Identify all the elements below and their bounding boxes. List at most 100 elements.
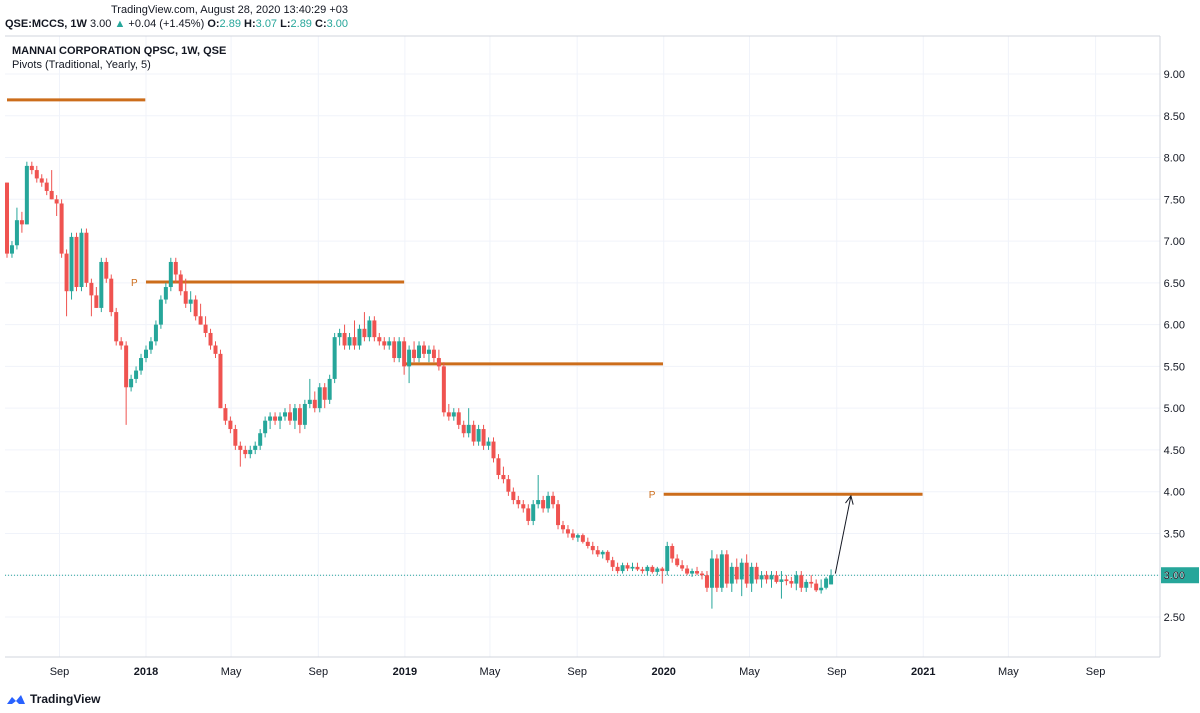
candle-body[interactable] bbox=[744, 562, 749, 584]
candle-body[interactable] bbox=[253, 445, 258, 450]
candle-body[interactable] bbox=[49, 190, 54, 200]
candle-body[interactable] bbox=[218, 353, 223, 409]
candle-body[interactable] bbox=[580, 535, 585, 542]
arrow-head[interactable] bbox=[845, 494, 854, 505]
candle-body[interactable] bbox=[511, 491, 516, 501]
candle-body[interactable] bbox=[114, 312, 119, 342]
candle-body[interactable] bbox=[352, 337, 357, 346]
candle-body[interactable] bbox=[625, 565, 630, 569]
candle-body[interactable] bbox=[754, 566, 759, 580]
candle-body[interactable] bbox=[64, 253, 69, 292]
candle-body[interactable] bbox=[446, 412, 451, 417]
candle-body[interactable] bbox=[630, 566, 635, 569]
candles[interactable] bbox=[5, 161, 834, 609]
candle-body[interactable] bbox=[317, 387, 322, 409]
candle-body[interactable] bbox=[729, 566, 734, 584]
candle-body[interactable] bbox=[412, 349, 417, 359]
candle-body[interactable] bbox=[421, 345, 426, 354]
candle-body[interactable] bbox=[466, 424, 471, 434]
candle-body[interactable] bbox=[59, 203, 64, 254]
candle-body[interactable] bbox=[198, 316, 203, 325]
candle-body[interactable] bbox=[650, 566, 655, 572]
candle-body[interactable] bbox=[14, 220, 19, 246]
candle-body[interactable] bbox=[417, 345, 422, 359]
candle-body[interactable] bbox=[719, 554, 724, 588]
candle-body[interactable] bbox=[605, 551, 610, 561]
candle-body[interactable] bbox=[124, 345, 129, 388]
candle-body[interactable] bbox=[287, 412, 292, 421]
candle-body[interactable] bbox=[471, 424, 476, 442]
candle-body[interactable] bbox=[794, 575, 799, 584]
candle-body[interactable] bbox=[367, 320, 372, 338]
candle-body[interactable] bbox=[476, 429, 481, 442]
candle-body[interactable] bbox=[610, 560, 615, 567]
candle-body[interactable] bbox=[734, 566, 739, 580]
candle-body[interactable] bbox=[595, 550, 600, 555]
candle-body[interactable] bbox=[704, 575, 709, 588]
candle-body[interactable] bbox=[5, 182, 9, 254]
candle-body[interactable] bbox=[312, 399, 317, 409]
candle-body[interactable] bbox=[660, 568, 665, 572]
candle-body[interactable] bbox=[302, 403, 307, 425]
candle-body[interactable] bbox=[814, 583, 819, 591]
candle-body[interactable] bbox=[491, 441, 496, 459]
candle-body[interactable] bbox=[297, 408, 302, 425]
candle-body[interactable] bbox=[536, 500, 541, 505]
candle-body[interactable] bbox=[829, 575, 834, 585]
candle-body[interactable] bbox=[541, 500, 546, 509]
candle-body[interactable] bbox=[163, 287, 168, 300]
candle-body[interactable] bbox=[228, 420, 233, 430]
candle-body[interactable] bbox=[665, 545, 670, 572]
candle-body[interactable] bbox=[560, 525, 565, 530]
candle-body[interactable] bbox=[699, 573, 704, 576]
candle-body[interactable] bbox=[824, 578, 829, 588]
candle-body[interactable] bbox=[357, 328, 362, 346]
candle-body[interactable] bbox=[84, 232, 89, 283]
candle-body[interactable] bbox=[134, 370, 139, 379]
arrow-line[interactable] bbox=[834, 495, 852, 574]
candle-body[interactable] bbox=[183, 291, 188, 304]
candle-body[interactable] bbox=[645, 566, 650, 572]
candle-body[interactable] bbox=[635, 566, 640, 570]
candle-body[interactable] bbox=[292, 408, 297, 421]
candle-body[interactable] bbox=[590, 545, 595, 551]
candle-body[interactable] bbox=[208, 332, 213, 346]
candle-body[interactable] bbox=[263, 420, 268, 434]
candle-body[interactable] bbox=[248, 449, 253, 455]
candle-body[interactable] bbox=[223, 408, 228, 421]
brand-label[interactable]: TradingView bbox=[30, 692, 101, 706]
candle-body[interactable] bbox=[377, 337, 382, 342]
candle-body[interactable] bbox=[600, 551, 605, 555]
candle-body[interactable] bbox=[173, 261, 178, 275]
candle-body[interactable] bbox=[531, 504, 536, 521]
candle-body[interactable] bbox=[680, 565, 685, 569]
candle-body[interactable] bbox=[799, 575, 804, 588]
candle-body[interactable] bbox=[789, 581, 794, 584]
candle-body[interactable] bbox=[238, 445, 243, 450]
candle-body[interactable] bbox=[89, 282, 94, 296]
candle-body[interactable] bbox=[44, 182, 49, 191]
candle-body[interactable] bbox=[337, 332, 342, 338]
candle-body[interactable] bbox=[426, 349, 431, 354]
candle-body[interactable] bbox=[387, 341, 392, 346]
candle-body[interactable] bbox=[784, 579, 789, 582]
candle-body[interactable] bbox=[29, 165, 34, 171]
candle-body[interactable] bbox=[362, 328, 367, 338]
candle-body[interactable] bbox=[461, 424, 466, 434]
candle-body[interactable] bbox=[258, 433, 263, 446]
candle-body[interactable] bbox=[273, 416, 278, 421]
candle-body[interactable] bbox=[188, 299, 193, 304]
candle-body[interactable] bbox=[640, 569, 645, 572]
candle-body[interactable] bbox=[397, 341, 402, 359]
candle-body[interactable] bbox=[119, 341, 124, 346]
candle-body[interactable] bbox=[104, 261, 109, 279]
candle-body[interactable] bbox=[109, 278, 114, 313]
candle-body[interactable] bbox=[670, 545, 675, 559]
candle-body[interactable] bbox=[153, 324, 158, 342]
candle-body[interactable] bbox=[69, 236, 74, 292]
candle-body[interactable] bbox=[268, 416, 273, 421]
candle-body[interactable] bbox=[407, 349, 412, 367]
candle-body[interactable] bbox=[724, 554, 729, 584]
legend-title[interactable]: MANNAI CORPORATION QPSC, 1W, QSE bbox=[12, 45, 227, 57]
